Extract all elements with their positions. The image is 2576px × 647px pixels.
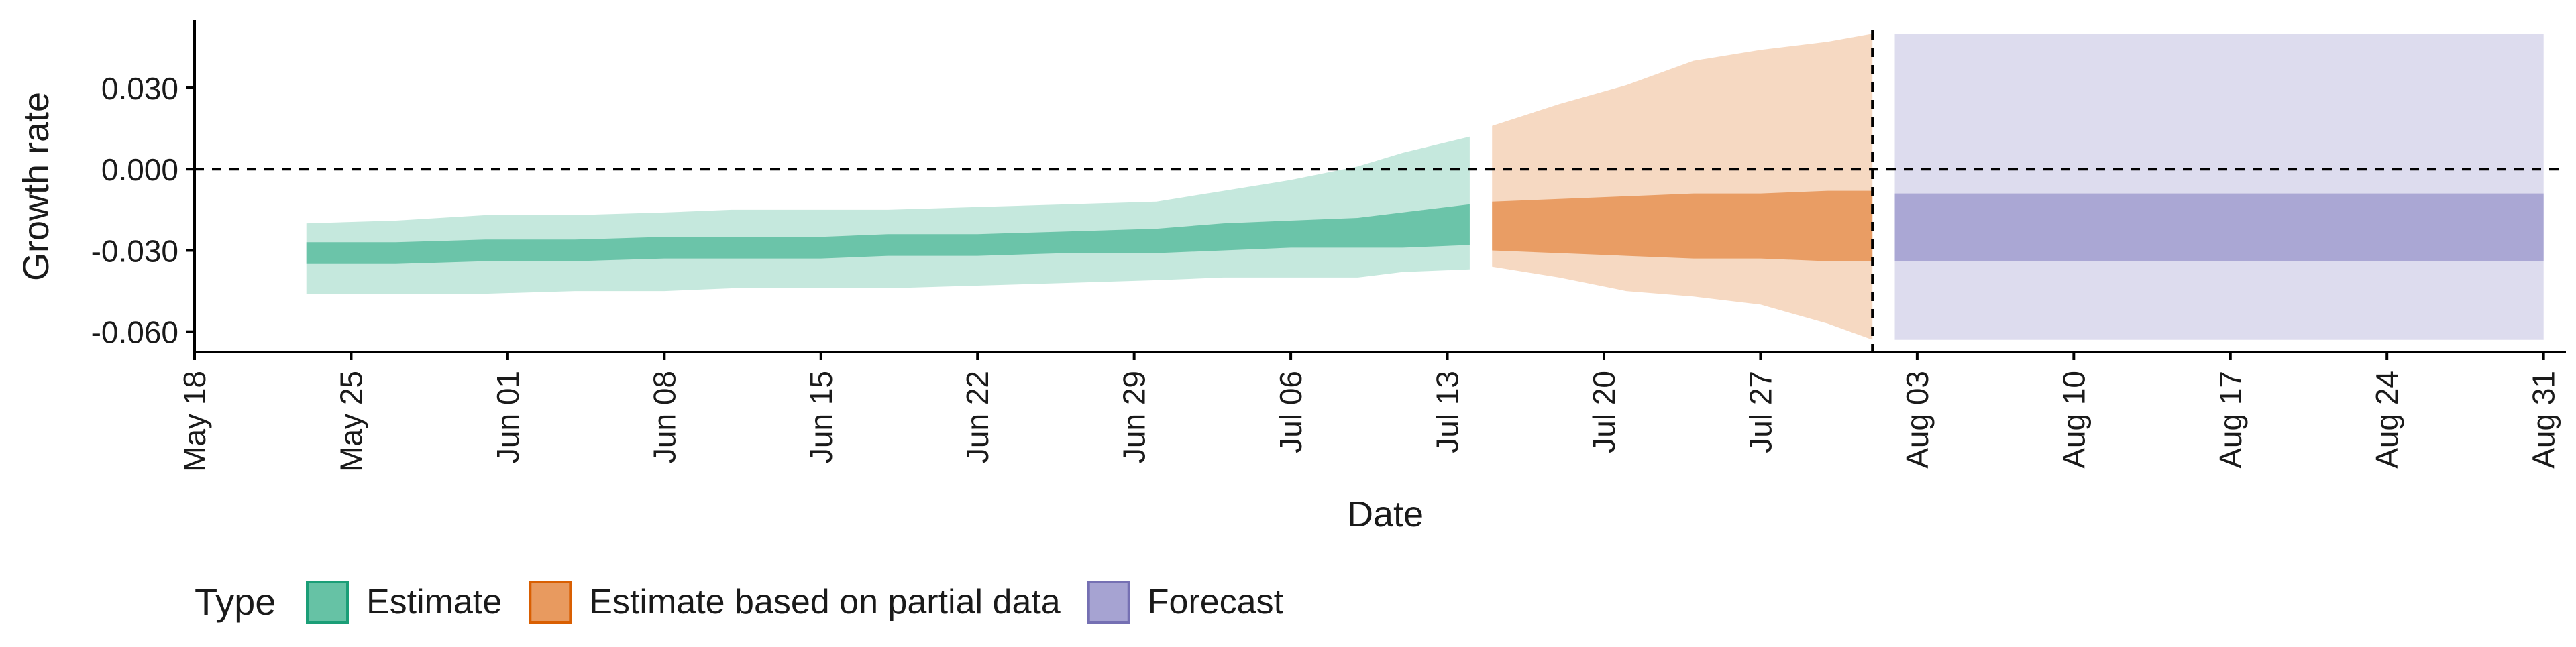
y-tick-label: 0.030	[101, 71, 178, 106]
y-tick-label: -0.030	[91, 233, 178, 268]
reference-lines	[195, 30, 2566, 352]
band-50-1	[1492, 190, 1873, 261]
x-tick-label: Aug 31	[2526, 371, 2561, 469]
legend-label: Forecast	[1148, 583, 1284, 622]
x-axis-label: Date	[1347, 494, 1424, 534]
x-tick-label: May 25	[333, 371, 368, 472]
x-tick-label: Jul 20	[1587, 371, 1621, 453]
band-90-0	[306, 136, 1470, 294]
y-tick-label: 0.000	[101, 152, 178, 187]
bands-layer	[306, 34, 2544, 340]
x-tick-label: Aug 10	[2056, 371, 2091, 469]
legend-swatch-1	[529, 581, 572, 624]
legend-swatch-2	[1087, 581, 1130, 624]
x-tick-label: Aug 17	[2213, 371, 2248, 469]
x-tick-label: Jun 22	[960, 371, 995, 463]
y-axis-label: Growth rate	[16, 92, 56, 281]
x-tick-label: Aug 03	[1900, 371, 1935, 469]
band-90-1	[1492, 34, 1873, 340]
band-90-2	[1894, 34, 2544, 340]
band-50-2	[1894, 193, 2544, 261]
x-tick-label: May 18	[177, 371, 212, 472]
x-tick-label: Jun 01	[490, 371, 525, 463]
x-tick-label: Jul 06	[1273, 371, 1308, 453]
legend-label: Estimate based on partial data	[589, 583, 1061, 622]
legend: Type Estimate Estimate based on partial d…	[195, 581, 1284, 624]
axes: 0.030 0.000 -0.030 -0.060 May 18 May 25 Jun 01…	[91, 20, 2566, 472]
x-tick-label: Aug 24	[2369, 371, 2404, 469]
x-tick-label: Jun 29	[1117, 371, 1152, 463]
y-tick-label: -0.060	[91, 315, 178, 350]
legend-swatch-0	[306, 581, 349, 624]
x-tick-label: Jun 15	[804, 371, 839, 463]
band-50-0	[306, 204, 1470, 264]
x-tick-label: Jul 27	[1743, 371, 1778, 453]
x-tick-label: Jul 13	[1430, 371, 1465, 453]
legend-label: Estimate	[366, 583, 502, 622]
x-tick-label: Jun 08	[647, 371, 682, 463]
legend-title: Type	[195, 581, 276, 623]
